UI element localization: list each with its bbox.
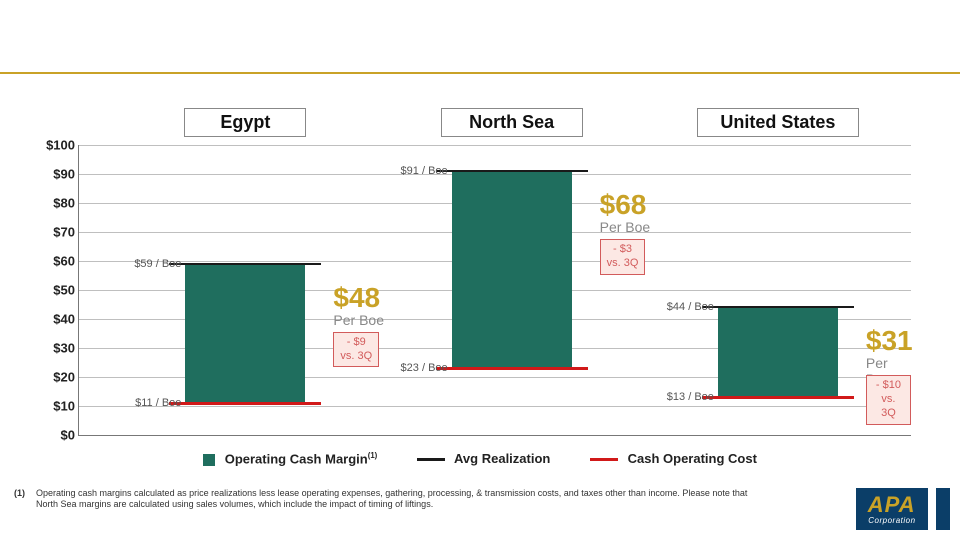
gridline — [79, 145, 911, 146]
logo-main: APA Corporation — [856, 488, 928, 530]
avg-realization-line — [702, 306, 854, 308]
cash-op-cost-line — [169, 402, 321, 405]
margin-sub: Per Boe — [333, 312, 384, 328]
bottom-value-label: $13 / Boe — [667, 391, 714, 403]
y-axis-label: $30 — [53, 341, 79, 356]
y-axis-label: $20 — [53, 370, 79, 385]
margin-value: $68 — [600, 189, 647, 221]
y-axis-label: $10 — [53, 399, 79, 414]
top-value-label: $91 / Boe — [401, 165, 448, 177]
logo-subtext: Corporation — [868, 516, 916, 525]
delta-box: - $3vs. 3Q — [600, 239, 646, 275]
delta-line2: vs. 3Q — [873, 393, 904, 421]
legend-avg-label: Avg Realization — [454, 451, 550, 466]
region-title: Egypt — [184, 108, 306, 137]
delta-box: - $10vs. 3Q — [866, 375, 911, 424]
legend-cost: Cash Operating Cost — [590, 451, 757, 466]
delta-line1: - $9 — [340, 336, 372, 350]
logo: APA Corporation — [856, 488, 950, 530]
y-axis-label: $90 — [53, 167, 79, 182]
delta-line1: - $10 — [873, 379, 904, 393]
delta-line2: vs. 3Q — [340, 350, 372, 364]
bottom-value-label: $23 / Boe — [401, 362, 448, 374]
logo-text: APA — [868, 488, 916, 516]
bottom-value-label: $11 / Boe — [135, 397, 181, 409]
margin-bar — [185, 264, 305, 403]
legend: Operating Cash Margin(1) Avg Realization… — [0, 450, 960, 466]
footnote-number: (1) — [14, 488, 25, 498]
legend-margin-label: Operating Cash Margin — [225, 451, 368, 466]
avg-realization-line — [436, 170, 588, 172]
margin-bar — [718, 307, 838, 397]
delta-box: - $9vs. 3Q — [333, 332, 379, 368]
accent-rule — [0, 72, 960, 74]
cash-op-cost-line — [436, 367, 588, 370]
y-axis-label: $60 — [53, 254, 79, 269]
legend-cost-swatch — [590, 458, 618, 461]
legend-cost-label: Cash Operating Cost — [628, 451, 757, 466]
y-axis-label: $0 — [61, 428, 79, 443]
region-title: United States — [697, 108, 859, 137]
avg-realization-line — [169, 263, 321, 265]
footnote-text: Operating cash margins calculated as pri… — [36, 488, 760, 511]
gridline — [79, 406, 911, 407]
top-value-label: $44 / Boe — [667, 301, 714, 313]
legend-margin-swatch — [203, 454, 215, 466]
margin-bar — [452, 171, 572, 368]
cash-op-cost-line — [702, 396, 854, 399]
delta-line2: vs. 3Q — [607, 257, 639, 271]
logo-side-block — [936, 488, 950, 530]
y-axis-label: $70 — [53, 225, 79, 240]
margin-value: $31 — [866, 325, 913, 357]
delta-line1: - $3 — [607, 243, 639, 257]
legend-avg: Avg Realization — [417, 451, 550, 466]
chart-plot-area: $0$10$20$30$40$50$60$70$80$90$100$59 / B… — [78, 145, 911, 436]
y-axis-label: $40 — [53, 312, 79, 327]
legend-margin: Operating Cash Margin(1) — [203, 451, 377, 466]
y-axis-label: $80 — [53, 196, 79, 211]
y-axis-label: $50 — [53, 283, 79, 298]
margin-value: $48 — [333, 282, 380, 314]
legend-margin-sup: (1) — [368, 451, 378, 460]
top-value-label: $59 / Boe — [134, 258, 181, 270]
margin-sub: Per Boe — [600, 219, 651, 235]
legend-avg-swatch — [417, 458, 445, 461]
y-axis-label: $100 — [46, 138, 79, 153]
region-title: North Sea — [441, 108, 583, 137]
